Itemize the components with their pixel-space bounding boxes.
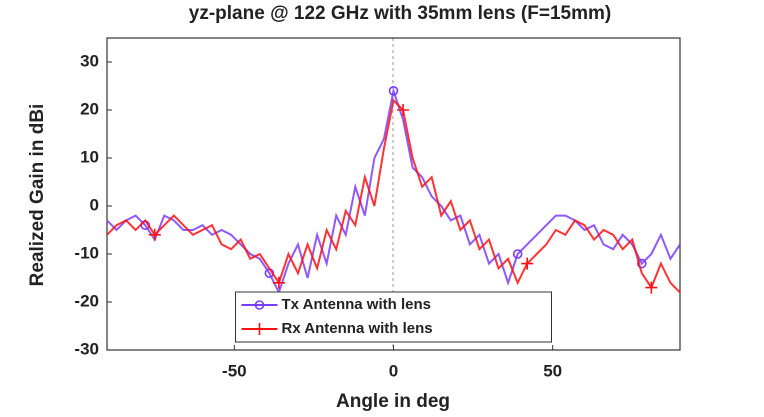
legend-marker: [253, 323, 266, 335]
marker: [512, 249, 523, 259]
marker: [272, 276, 285, 289]
legend-marker: [254, 300, 265, 310]
marker: [388, 86, 399, 96]
x-tick-label: -50: [222, 361, 247, 380]
y-tick-label: -30: [74, 339, 99, 358]
marker: [397, 104, 410, 116]
x-tick-label: 50: [543, 361, 562, 380]
y-tick-label: 20: [80, 99, 99, 118]
marker: [521, 257, 534, 270]
series-line: [106, 86, 681, 296]
y-tick-label: 0: [90, 195, 99, 214]
y-tick-label: 30: [80, 51, 99, 70]
chart-title: yz-plane @ 122 GHz with 35mm lens (F=15m…: [189, 3, 611, 24]
marker: [645, 281, 658, 294]
y-axis-label: Realized Gain in dBi: [27, 104, 48, 287]
marker: [148, 228, 161, 241]
y-tick-label: 10: [80, 147, 99, 166]
marker: [636, 258, 647, 269]
y-tick-label: -20: [74, 291, 99, 310]
x-axis-label: Angle in deg: [336, 391, 450, 412]
legend-label: Tx Antenna with lens: [282, 296, 431, 313]
y-tick-label: -10: [74, 243, 99, 262]
x-tick-label: 0: [389, 361, 398, 380]
legend-label: Rx Antenna with lens: [282, 320, 433, 337]
series-line: [106, 98, 681, 294]
legend-box: [235, 291, 552, 343]
